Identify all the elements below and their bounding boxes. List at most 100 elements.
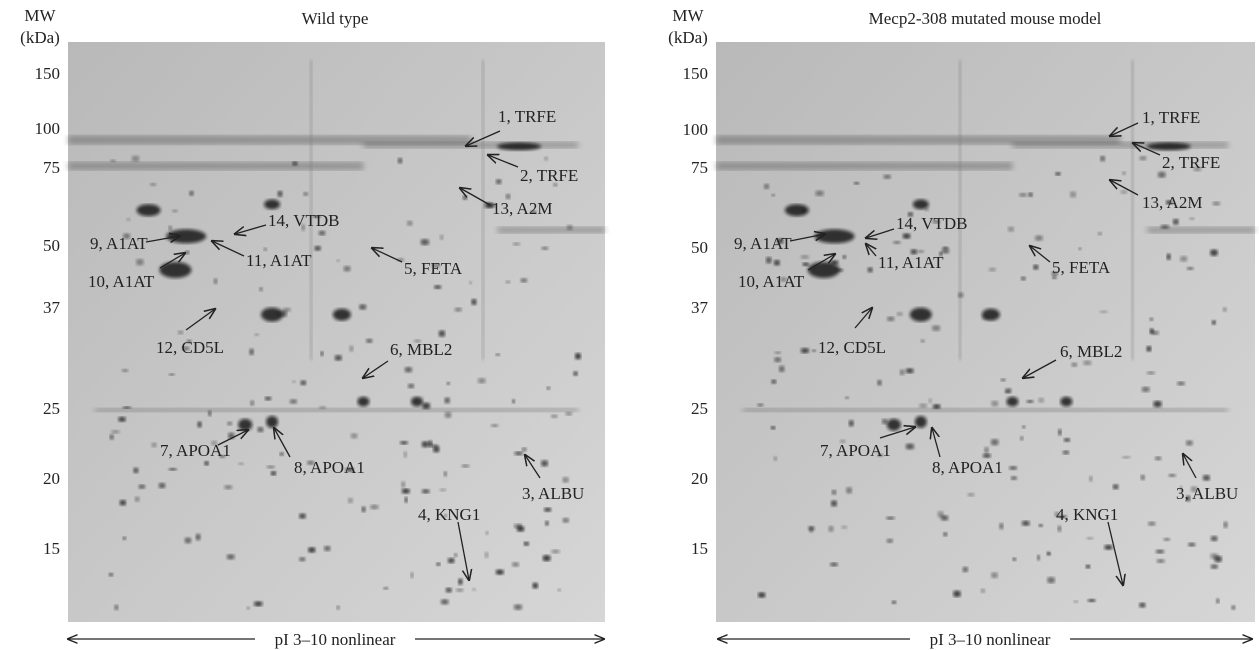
annotation-label: 6, MBL2 (390, 340, 452, 359)
annotation-label: 11, A1AT (878, 253, 944, 272)
gel-spot (186, 339, 192, 344)
gel-spot (134, 496, 140, 502)
annotation-label: 13, A2M (492, 199, 552, 218)
annotation-label: 4, KNG1 (1056, 505, 1118, 524)
gel-spot (350, 433, 358, 439)
gel-spot (1069, 191, 1077, 198)
annotation-label: 5, FETA (404, 259, 463, 278)
gel-spot (802, 262, 810, 267)
annotation-arrow (217, 430, 248, 446)
gel-spot (1172, 218, 1179, 225)
annotation-label: 10, A1AT (88, 272, 155, 291)
gel-spot (254, 333, 259, 336)
gel-spot (957, 292, 964, 298)
annotation-label: 2, TRFE (520, 166, 578, 185)
gel-spot (773, 259, 780, 266)
gel-spot (932, 404, 941, 409)
gel-spot (1147, 521, 1156, 526)
mw-tick-label: 75 (43, 158, 60, 177)
gel-spot (551, 549, 560, 554)
gel-spot (150, 183, 157, 186)
gel-spot (261, 307, 284, 322)
gel-spot (280, 310, 288, 317)
gel-spot (967, 492, 975, 497)
gel-spot (114, 604, 119, 611)
gel-spot (1210, 535, 1218, 542)
annotation-arrow (854, 308, 872, 329)
gel-spot (159, 261, 192, 278)
gel-spot (1155, 549, 1165, 554)
gel-spot (411, 396, 424, 407)
gel-spot (565, 411, 573, 416)
gel-spot (1154, 456, 1162, 461)
gel-spot (1026, 400, 1034, 403)
gel-spot (807, 526, 815, 531)
gel-spot (438, 330, 446, 337)
gel-spot (557, 588, 561, 592)
gel-spot (1210, 564, 1219, 569)
gel-spot (334, 355, 343, 361)
gel-spot (289, 399, 298, 404)
gel-spot (1058, 429, 1062, 436)
gel-spot (830, 260, 839, 265)
gel-spot (1168, 473, 1176, 477)
gel-spot (1122, 171, 1126, 175)
gel-spot (208, 410, 212, 417)
annotation-arrow (1183, 454, 1197, 479)
gel-spot (1052, 275, 1057, 280)
gel-spot (443, 514, 447, 518)
gel-spot (1104, 544, 1113, 550)
gel-spot (219, 455, 226, 458)
annotation-label: 3, ALBU (1176, 484, 1238, 503)
gel-spot (902, 233, 911, 239)
gel-spot (914, 415, 927, 428)
gel-spot (980, 588, 986, 593)
gel-spot (991, 572, 998, 579)
gel-spot (1120, 190, 1128, 194)
gel-spot (454, 307, 462, 312)
gel-spot (771, 193, 776, 197)
annotation-label: 7, APOA1 (160, 441, 231, 460)
gel-spot (1156, 559, 1165, 563)
gel-spot (1100, 155, 1106, 162)
gel-spot (277, 190, 283, 197)
annotation-arrow (789, 234, 825, 242)
gel-spot (1166, 253, 1171, 261)
gel-spot (444, 411, 452, 419)
gel-spot (122, 233, 131, 239)
gel-spot (108, 572, 114, 577)
annotation-arrow (185, 309, 215, 331)
x-axis-label-bg (255, 628, 415, 650)
gel-spot (349, 345, 354, 352)
gel-spot (185, 250, 190, 255)
gel-spot (939, 251, 943, 257)
annotation-arrow (866, 228, 895, 238)
gel-spot (1139, 156, 1147, 161)
gel-spot (433, 446, 440, 453)
mw-tick-label: 25 (43, 399, 60, 418)
gel-spot (397, 157, 403, 164)
gel-spot (264, 199, 281, 210)
gel-spot (893, 240, 901, 244)
gel-spot (1021, 520, 1030, 526)
gel-spot (213, 278, 218, 285)
gel-streak (1131, 60, 1135, 360)
gel-spot (1121, 455, 1131, 459)
annotation-arrow (932, 428, 941, 458)
gel-spot (532, 582, 539, 589)
gel-spot (189, 190, 194, 196)
gel-spot (1073, 600, 1079, 603)
gel-spot (257, 426, 264, 433)
gel-spot (1210, 553, 1219, 560)
gel-spot (1020, 436, 1024, 441)
gel-spot (943, 532, 948, 537)
gel-spot (853, 181, 860, 185)
gel-spot (953, 590, 961, 598)
gel-spot (1149, 317, 1154, 321)
gel-band (94, 408, 579, 412)
gel-spot (111, 430, 120, 434)
annotation-label: 8, APOA1 (932, 458, 1003, 477)
gel-spot (907, 212, 914, 217)
x-axis-label-bg (910, 628, 1070, 650)
gel-band (1147, 227, 1255, 233)
